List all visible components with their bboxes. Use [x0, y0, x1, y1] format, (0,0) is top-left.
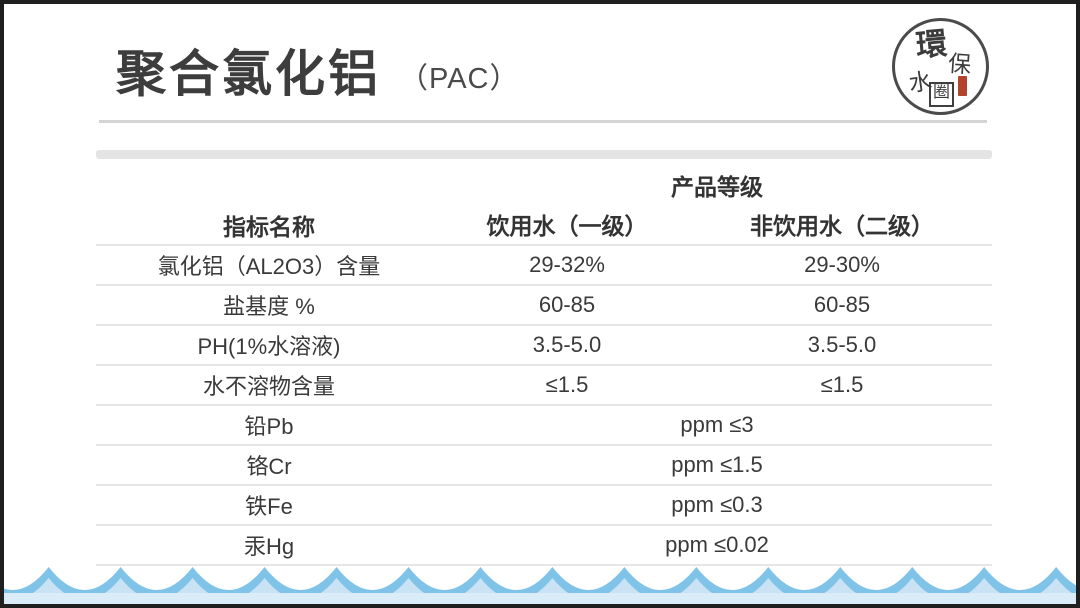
- stamp-char-bao: 保: [947, 51, 972, 79]
- cell-drinking: 29-32%: [442, 244, 692, 285]
- col-header-drinking: 饮用水（一级）: [486, 213, 648, 239]
- row-label: 铬Cr: [96, 444, 442, 485]
- cell-drinking: 3.5-5.0: [442, 324, 692, 365]
- row-label: 铁Fe: [96, 484, 442, 525]
- col-header-grade-group: 产品等级: [671, 174, 763, 200]
- cell-drinking: 60-85: [442, 284, 692, 325]
- page-subtitle: （PAC）: [399, 62, 520, 95]
- row-label: PH(1%水溶液): [96, 324, 442, 365]
- cell-combined: ppm ≤0.02: [442, 524, 992, 566]
- cell-non-drinking: 3.5-5.0: [692, 324, 992, 365]
- table-row: 盐基度 % 60-85 60-85: [96, 284, 992, 325]
- title-underline: [99, 120, 987, 123]
- table-row: 水不溶物含量 ≤1.5 ≤1.5: [96, 364, 992, 405]
- cell-combined: ppm ≤1.5: [442, 444, 992, 485]
- row-label: 盐基度 %: [96, 284, 442, 325]
- table-row: 铅Pb ppm ≤3: [96, 404, 992, 445]
- red-seal-icon: [958, 76, 967, 96]
- row-label: 氯化铝（AL2O3）含量: [96, 244, 442, 285]
- row-label: 汞Hg: [96, 524, 442, 566]
- table-top-bar: [96, 150, 992, 159]
- brand-stamp: 環 保 水 圈: [892, 18, 992, 118]
- table-row: 铁Fe ppm ≤0.3: [96, 484, 992, 525]
- page-title: 聚合氯化铝: [116, 46, 381, 102]
- wave-decoration: [4, 567, 1076, 604]
- spec-table: 指标名称 产品等级 饮用水（一级） 非饮用水（二级） 氯化铝（AL2O3）含量 …: [96, 159, 992, 566]
- table-row: 氯化铝（AL2O3）含量 29-32% 29-30%: [96, 244, 992, 285]
- cell-combined: ppm ≤0.3: [442, 484, 992, 525]
- row-label: 铅Pb: [96, 404, 442, 445]
- cell-drinking: ≤1.5: [442, 364, 692, 405]
- cell-non-drinking: 60-85: [692, 284, 992, 325]
- col-header-indicator: 指标名称: [223, 214, 315, 240]
- cell-combined: ppm ≤3: [442, 404, 992, 445]
- col-header-non-drinking: 非饮用水（二级）: [750, 213, 934, 239]
- table-row: 汞Hg ppm ≤0.02: [96, 524, 992, 566]
- stamp-char-huan: 環: [914, 25, 949, 65]
- cell-non-drinking: ≤1.5: [692, 364, 992, 405]
- stamp-char-quan: 圈: [929, 82, 954, 107]
- row-label: 水不溶物含量: [96, 364, 442, 405]
- cell-non-drinking: 29-30%: [692, 244, 992, 285]
- page-header: 聚合氯化铝 （PAC）: [116, 48, 519, 101]
- table-row: PH(1%水溶液) 3.5-5.0 3.5-5.0: [96, 324, 992, 365]
- table-row: 铬Cr ppm ≤1.5: [96, 444, 992, 485]
- stamp-circle-icon: [892, 18, 989, 115]
